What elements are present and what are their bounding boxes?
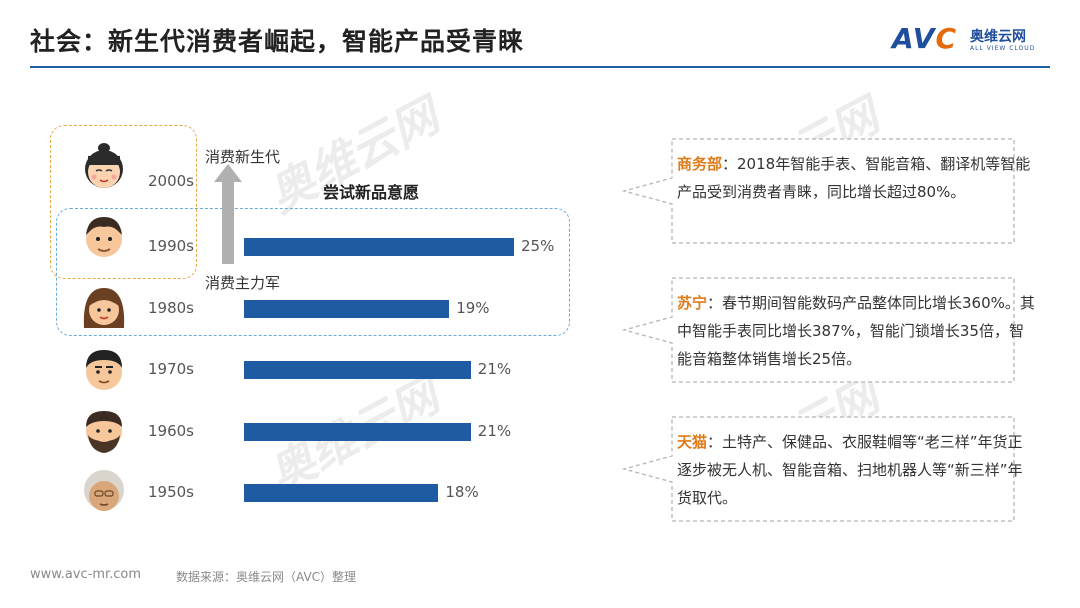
value-label-1990s: 25% (521, 237, 555, 255)
woman-face-icon (83, 288, 125, 328)
bar-1950s (244, 484, 439, 502)
young-man-face-icon (86, 217, 122, 257)
panel-text: 商务部：2018年智能手表、智能音箱、翻译机等智能产品受到消费者青睐，同比增长超… (677, 150, 1037, 206)
bar-1980s (244, 300, 450, 318)
man-face-icon (86, 350, 122, 390)
decade-label: 1960s (148, 422, 194, 440)
panel-text: 天猫：土特产、保健品、衣服鞋帽等“老三样”年货正逐步被无人机、智能音箱、扫地机器… (677, 428, 1037, 512)
footer-url[interactable]: www.avc-mr.com (30, 567, 142, 582)
panel-body: ：春节期间智能数码产品整体同比增长360%。其中智能手表同比增长387%，智能门… (677, 294, 1035, 368)
up-arrow-icon (214, 164, 242, 182)
chart-title: 尝试新品意愿 (323, 183, 420, 202)
value-label-1970s: 21% (477, 360, 512, 378)
decade-label: 1970s (148, 360, 194, 378)
panel-body: ：土特产、保健品、衣服鞋帽等“老三样”年货正逐步被无人机、智能音箱、扫地机器人等… (677, 433, 1023, 507)
panel-source: 苏宁 (677, 294, 708, 312)
decade-label: 1990s (148, 237, 194, 255)
panel-source: 天猫 (677, 433, 708, 451)
watermark: 奥维云网 (259, 88, 448, 223)
decade-label: 1950s (148, 483, 194, 501)
info-panel-tmall: 天猫：土特产、保健品、衣服鞋帽等“老三样”年货正逐步被无人机、智能音箱、扫地机器… (622, 416, 1055, 522)
main-force-label: 消费主力军 (205, 274, 281, 292)
panel-source: 商务部 (677, 155, 723, 173)
decade-label: 2000s (148, 172, 194, 190)
child-face-icon (85, 143, 123, 188)
footer-source: 数据来源：奥维云网（AVC）整理 (176, 570, 357, 584)
page-title: 社会：新生代消费者崛起，智能产品受青睐 (30, 27, 525, 56)
value-label-1980s: 19% (456, 299, 490, 317)
logo-en: ALL VIEW CLOUD (970, 45, 1036, 52)
avc-logo: AVC 奥维云网 ALL VIEW CLOUD (892, 22, 1057, 62)
new-generation-group-box (50, 125, 197, 279)
bearded-man-face-icon (86, 411, 122, 453)
logo-wordmark: AVC (892, 22, 958, 55)
bar-1990s (244, 238, 514, 256)
callout-frame (622, 138, 1015, 244)
callout-frame (622, 277, 1015, 383)
bar-1960s (244, 423, 471, 441)
info-panel-suning: 苏宁：春节期间智能数码产品整体同比增长360%。其中智能手表同比增长387%，智… (622, 277, 1055, 383)
header-divider (30, 66, 1050, 68)
value-label-1960s: 21% (477, 422, 512, 440)
callout-frame (622, 416, 1015, 522)
logo-cn: 奥维云网 (970, 29, 1026, 45)
info-panel-mofcom: 商务部：2018年智能手表、智能音箱、翻译机等智能产品受到消费者青睐，同比增长超… (622, 138, 1055, 244)
bar-1970s (244, 361, 471, 379)
up-arrow-shaft (222, 180, 234, 264)
elderly-face-icon (84, 470, 124, 511)
main-force-group-box (56, 208, 570, 336)
panel-body: ：2018年智能手表、智能音箱、翻译机等智能产品受到消费者青睐，同比增长超过80… (677, 155, 1031, 201)
decade-label: 1980s (148, 299, 194, 317)
value-label-1950s: 18% (445, 483, 479, 501)
panel-text: 苏宁：春节期间智能数码产品整体同比增长360%。其中智能手表同比增长387%，智… (677, 289, 1037, 373)
new-generation-label: 消费新生代 (205, 148, 281, 166)
